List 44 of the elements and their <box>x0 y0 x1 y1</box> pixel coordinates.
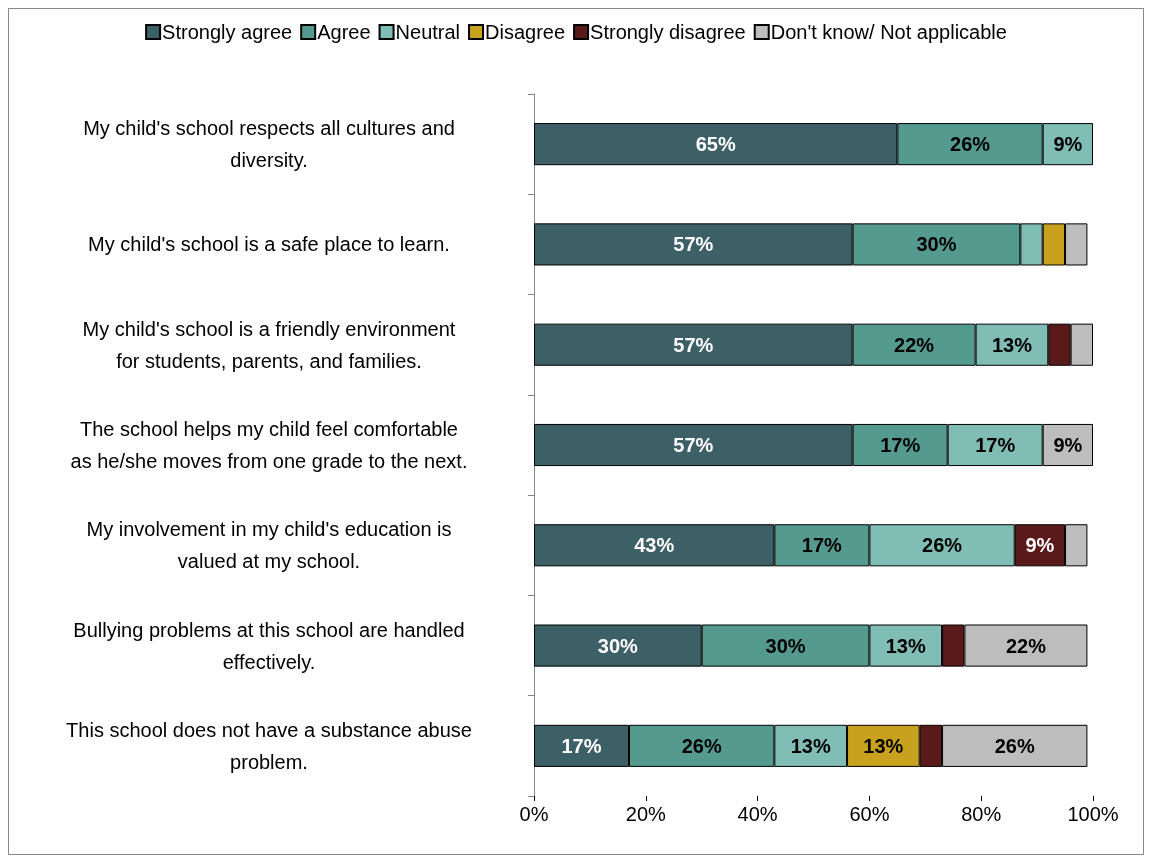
x-tick-label: 40% <box>737 803 778 825</box>
legend-label: Don't know/ Not applicable <box>770 21 1007 43</box>
y-tick-label: My child's school is a safe place to learn. <box>88 233 450 256</box>
data-label: 30% <box>597 634 639 657</box>
data-label: 17% <box>561 734 602 757</box>
data-label: 30% <box>765 634 806 657</box>
data-label: 22% <box>894 333 935 356</box>
data-label: 57% <box>673 434 714 456</box>
legend-label: Agree <box>317 21 371 43</box>
y-tick-label: My child's school is a friendly environment for students, parents, and families. <box>82 317 456 372</box>
data-label: 13% <box>790 734 831 757</box>
data-label: 26% <box>681 734 722 757</box>
data-label: 17% <box>975 434 1016 456</box>
x-tick-label: 0% <box>519 803 549 825</box>
data-label: 9% <box>1053 133 1083 156</box>
data-label: 13% <box>991 333 1033 356</box>
x-tick-label: 80% <box>961 803 1002 825</box>
legend-label: Strongly agree <box>162 21 293 43</box>
data-label: 17% <box>880 434 921 456</box>
x-tick-label: 20% <box>625 803 667 825</box>
y-tick-label: This school does not have a substance abuse problem. <box>66 718 472 773</box>
data-label: 9% <box>1053 434 1083 456</box>
x-tick-label: 100% <box>1067 803 1119 825</box>
legend-label: Strongly disagree <box>590 21 746 43</box>
y-tick-label: Bullying problems at this school are handled effectively. <box>73 618 465 673</box>
data-label: 65% <box>695 133 736 156</box>
data-label: 22% <box>1005 634 1047 657</box>
legend-label: Neutral <box>395 21 461 43</box>
data-label: 17% <box>801 534 843 557</box>
data-label: 30% <box>916 233 957 256</box>
data-label: 43% <box>634 534 675 557</box>
data-label: 26% <box>922 534 963 557</box>
data-label: 57% <box>673 233 714 256</box>
data-label: 26% <box>950 133 991 156</box>
x-tick-label: 60% <box>849 803 890 825</box>
y-tick-label: My child's school respects all cultures and diversity. <box>83 117 455 172</box>
data-label: 13% <box>885 634 926 657</box>
data-label: 26% <box>994 734 1035 757</box>
legend-label: Disagree <box>485 21 566 43</box>
data-label: 13% <box>863 734 904 757</box>
data-label: 57% <box>673 333 714 356</box>
data-label: 9% <box>1025 534 1055 557</box>
y-tick-label: The school helps my child feel comfortable as he/she moves from one grade to the next. <box>70 418 468 472</box>
y-tick-label: My involvement in my child's education is valued at my school. <box>86 518 452 573</box>
